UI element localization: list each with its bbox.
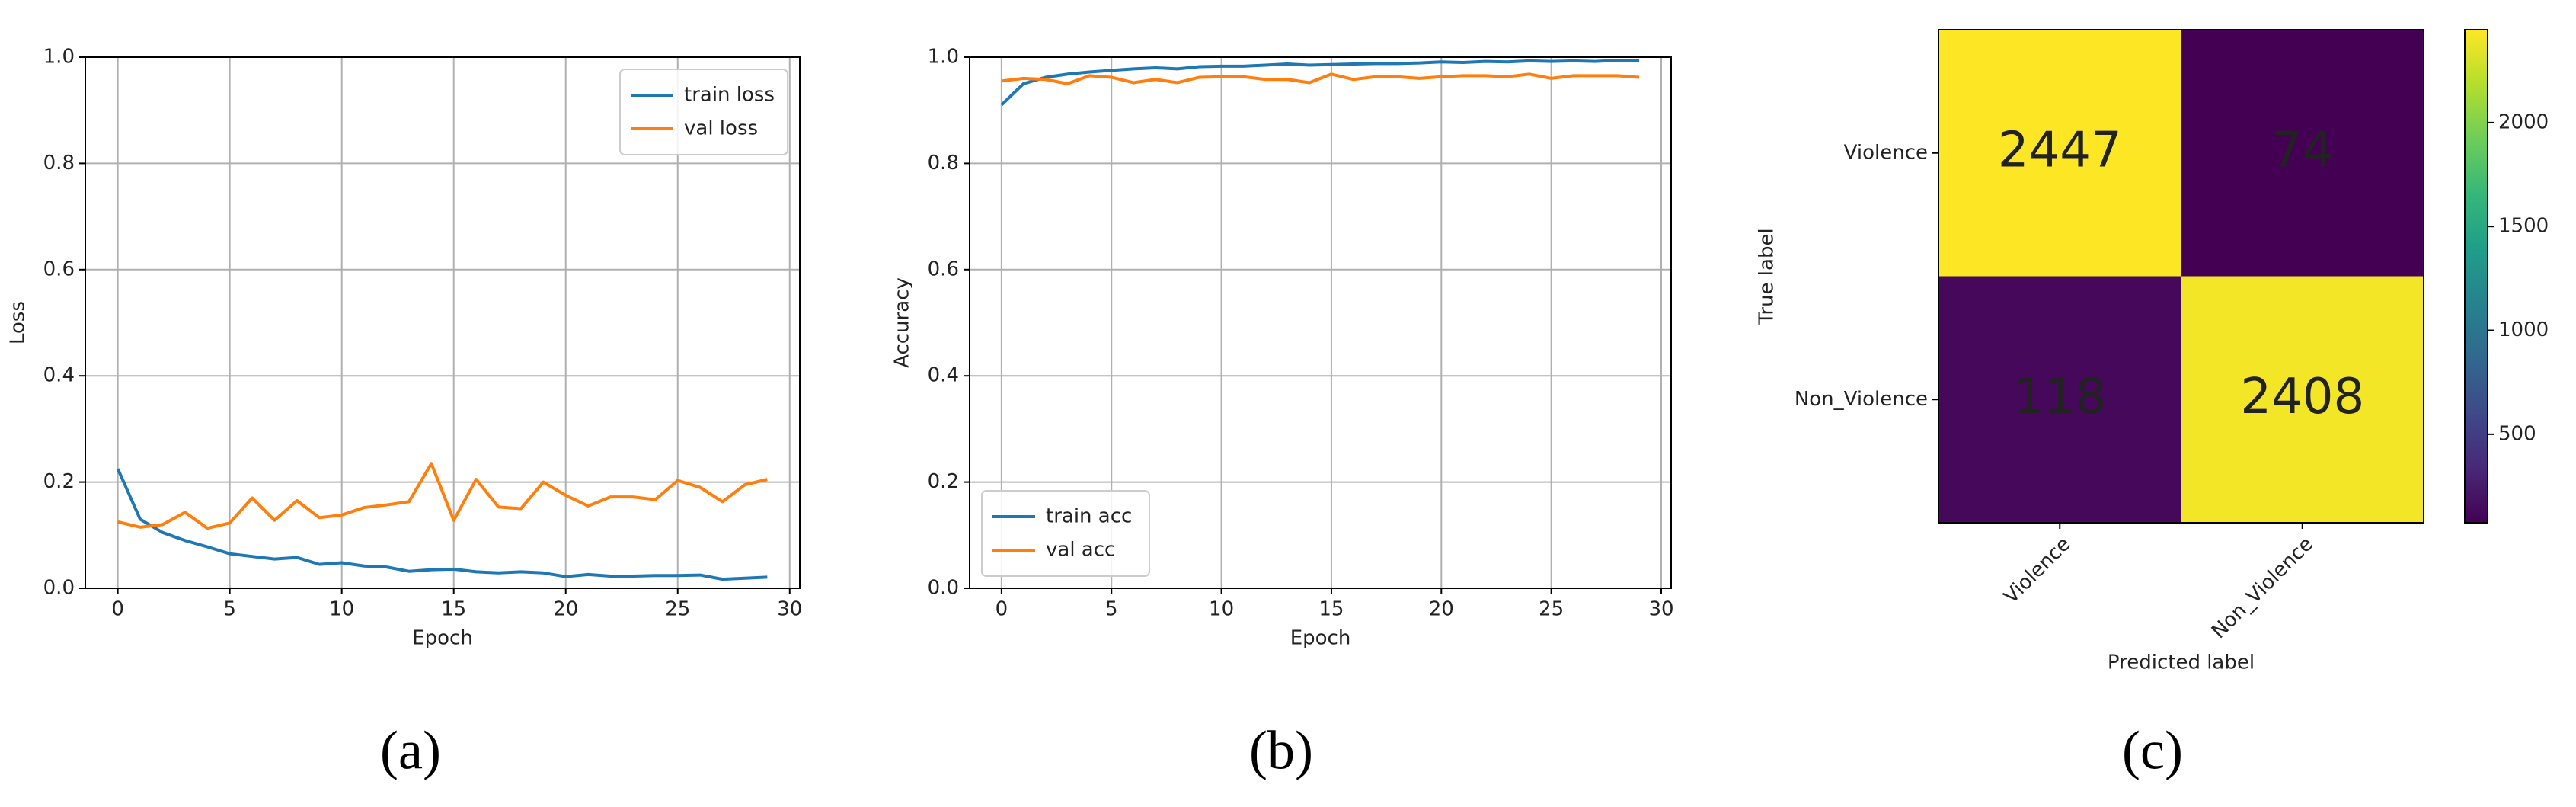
colorbar-tick-label: 1500 (2498, 215, 2549, 238)
legend-label: val loss (684, 117, 758, 140)
y-tick-label: 0.4 (43, 364, 75, 387)
cell-label: 2408 (2240, 369, 2364, 425)
y-tick-label: 1.0 (928, 46, 959, 69)
y-axis-label: Accuracy (891, 277, 914, 368)
colorbar-tick-label: 500 (2498, 422, 2536, 445)
matrix-cell (2181, 30, 2424, 277)
cell-label: 2447 (1998, 122, 2122, 178)
axes-frame (1938, 29, 2424, 524)
axes-frame (85, 56, 801, 589)
x-tick-label: 20 (1429, 598, 1454, 621)
colorbar-tick-label: 1000 (2498, 319, 2549, 341)
y-tick-label: 0.8 (43, 152, 75, 175)
y-tick-label: 0.6 (928, 258, 959, 280)
caption: (a) (380, 720, 441, 781)
matrix-cell (1938, 30, 2181, 277)
legend-label: train loss (684, 84, 775, 107)
matrix-cell (1938, 276, 2181, 523)
x-tick-label: 30 (1648, 598, 1673, 621)
x-tick-label: 0 (111, 598, 124, 621)
y-tick-label: Violence (1844, 141, 1928, 164)
y-tick-label: Non_Violence (1795, 388, 1928, 411)
series-line (1000, 59, 1640, 107)
y-axis-label: Loss (7, 301, 30, 344)
legend-label: val acc (1046, 539, 1115, 562)
x-tick-label: Violence (1999, 533, 2075, 608)
x-axis-label: Epoch (1290, 627, 1351, 650)
x-tick-label: 0 (996, 598, 1008, 621)
y-tick-label: 0.2 (43, 470, 75, 493)
y-tick-label: 1.0 (43, 46, 75, 69)
series-line (1001, 72, 1640, 85)
axes-frame (969, 56, 1672, 589)
y-tick-label: 0.0 (43, 577, 75, 600)
x-tick-label: 25 (1539, 598, 1564, 621)
matrix-cell (2181, 276, 2424, 523)
legend-label: train acc (1046, 505, 1132, 528)
legend-box (619, 69, 788, 155)
caption: (c) (2122, 720, 2183, 781)
y-axis-label: True label (1756, 228, 1779, 325)
x-axis-label: Predicted label (2108, 652, 2255, 674)
y-tick-label: 0.0 (928, 577, 959, 600)
cell-label: 118 (2013, 369, 2106, 425)
colorbar (2464, 29, 2488, 524)
series-line (116, 468, 768, 581)
legend-box (981, 490, 1150, 577)
cell-label: 74 (2271, 122, 2333, 178)
y-tick-label: 0.2 (928, 470, 959, 493)
x-tick-label: 20 (553, 598, 578, 621)
x-tick-label: 15 (441, 598, 466, 621)
x-tick-label: 15 (1318, 598, 1344, 621)
x-tick-label: Non_Violence (2207, 533, 2318, 643)
series-line (117, 462, 768, 530)
x-tick-label: 5 (223, 598, 236, 621)
x-tick-label: 30 (777, 598, 802, 621)
y-tick-label: 0.8 (928, 152, 959, 175)
x-tick-label: 5 (1105, 598, 1118, 621)
y-tick-label: 0.6 (43, 258, 75, 280)
caption: (b) (1249, 720, 1313, 781)
x-axis-label: Epoch (412, 627, 473, 650)
colorbar-tick-label: 2000 (2498, 110, 2549, 133)
x-tick-label: 10 (1209, 598, 1234, 621)
x-tick-label: 25 (665, 598, 690, 621)
y-tick-label: 0.4 (928, 364, 959, 387)
x-tick-label: 10 (329, 598, 354, 621)
